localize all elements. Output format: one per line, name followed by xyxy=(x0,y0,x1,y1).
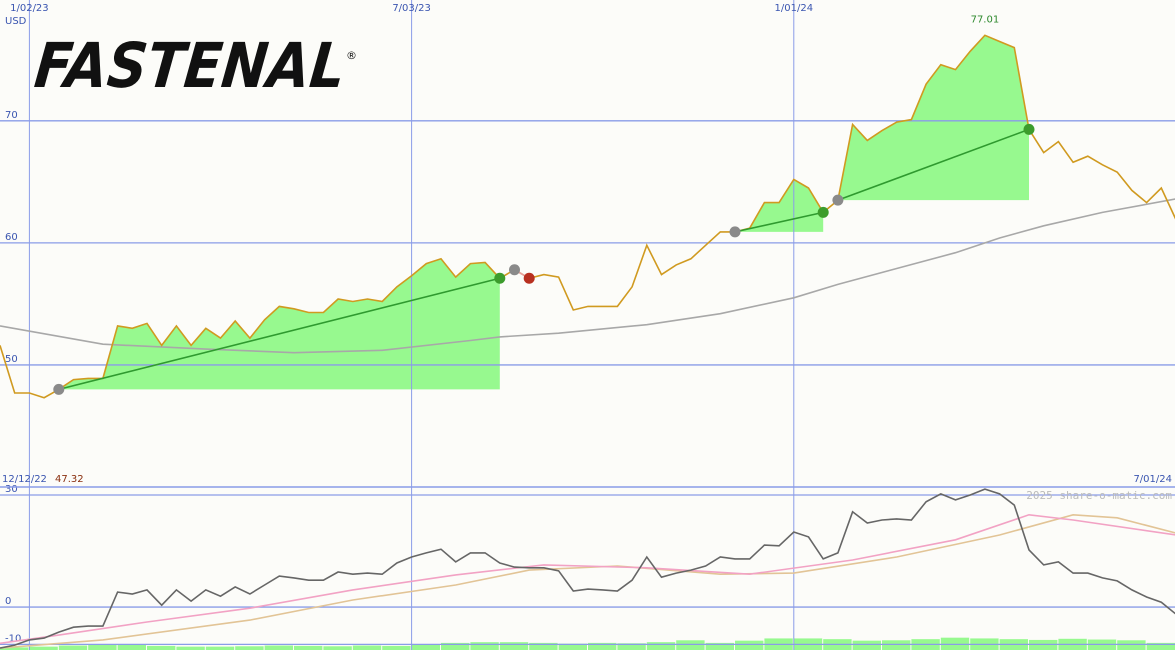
trend-line xyxy=(58,277,500,391)
volume-bar xyxy=(176,646,205,650)
volume-bar xyxy=(205,646,235,650)
volume-bar xyxy=(882,640,911,650)
x-tick-label: 1/01/24 xyxy=(775,3,814,14)
volume-bar xyxy=(499,642,529,650)
volume-bar xyxy=(852,640,881,650)
y-tick-label: 60 xyxy=(5,232,18,243)
y-tick-label: 70 xyxy=(5,110,18,121)
x-tick-label: 1/02/23 xyxy=(10,3,49,14)
y-tick-label: 30 xyxy=(5,484,18,495)
line-series xyxy=(0,34,1175,399)
volume-bar xyxy=(705,642,734,650)
buy-marker xyxy=(729,226,741,238)
volume-bar xyxy=(323,646,352,650)
volume-bar xyxy=(646,642,676,650)
peak-label: 77.01 xyxy=(971,14,1000,25)
volume-bar xyxy=(352,645,382,650)
trade-area xyxy=(837,35,1029,201)
trend-line xyxy=(837,128,1030,201)
volume-bar xyxy=(735,640,764,650)
volume-bar xyxy=(235,646,264,650)
volume-bar xyxy=(1117,640,1146,650)
buy-marker xyxy=(53,383,65,395)
logo: FASTENAL xyxy=(31,29,349,102)
line-series xyxy=(0,513,1175,649)
volume-bar xyxy=(411,644,440,650)
volume-bar xyxy=(294,645,323,650)
range-end: 7/01/24 xyxy=(1133,474,1172,485)
volume-bar xyxy=(382,645,411,650)
sell-marker xyxy=(523,272,535,284)
trade-area xyxy=(735,179,824,232)
volume-bar xyxy=(676,640,705,650)
volume-bar xyxy=(588,642,617,650)
x-tick-label: 7/03/23 xyxy=(392,3,431,14)
sell-marker xyxy=(1023,123,1035,135)
volume-bar xyxy=(147,645,176,650)
low-label: 47.32 xyxy=(55,474,84,485)
volume-bar xyxy=(264,645,293,650)
trend-line xyxy=(734,211,824,233)
volume-bar xyxy=(29,646,58,650)
buy-marker xyxy=(832,194,844,206)
trade-area xyxy=(58,258,500,390)
y-tick-label: 50 xyxy=(5,354,18,365)
y-tick-label: 0 xyxy=(5,596,11,607)
line-series xyxy=(0,198,1175,354)
sell-marker xyxy=(494,272,506,284)
volume-bar xyxy=(88,644,117,650)
volume-bar xyxy=(617,643,646,650)
volume-bar xyxy=(117,644,146,650)
unit-label: USD xyxy=(5,16,27,27)
volume-bar xyxy=(1146,642,1175,650)
credit: 2025 share-o-matic.com xyxy=(1026,489,1172,502)
line-series xyxy=(0,513,1175,645)
range-start: 12/12/22 xyxy=(2,474,47,485)
volume-bar xyxy=(0,647,29,650)
logo-mark: ® xyxy=(346,49,357,62)
volume-bar xyxy=(470,642,499,650)
volume-bar xyxy=(529,642,558,650)
sell-marker xyxy=(817,206,829,218)
buy-marker xyxy=(509,264,520,276)
volume-bar xyxy=(558,643,587,650)
volume-bar xyxy=(58,645,88,650)
volume-bar xyxy=(441,642,470,650)
line-series xyxy=(0,488,1175,649)
y-tick-label: -10 xyxy=(5,633,21,644)
